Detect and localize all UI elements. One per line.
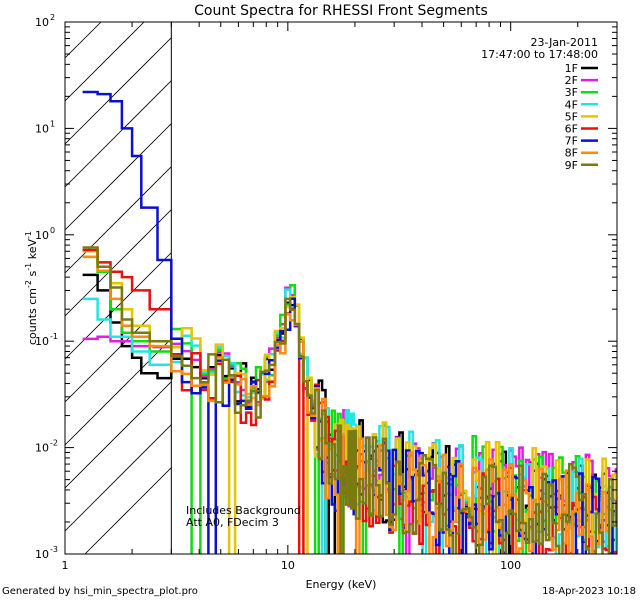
y-tick-label: 10 <box>35 442 49 455</box>
series-line-9f <box>82 246 617 554</box>
legend-label-2f: 2F <box>565 74 578 87</box>
hatch-line <box>65 80 172 188</box>
y-tick-exponent: -3 <box>50 545 58 554</box>
hatch-line <box>65 37 172 145</box>
y-tick-exponent: 0 <box>50 226 55 235</box>
series-layer <box>82 90 617 554</box>
legend-label-5f: 5F <box>565 110 578 123</box>
excluded-region-hatch <box>65 22 172 554</box>
date-label: 23-Jan-2011 <box>531 36 599 49</box>
legend-label-4f: 4F <box>565 98 578 111</box>
legend-label-7f: 7F <box>565 135 578 148</box>
y-tick-exponent: 2 <box>50 13 55 22</box>
legend-label-6f: 6F <box>565 123 578 136</box>
axis-ticks <box>64 21 618 555</box>
hatch-line <box>65 123 172 231</box>
y-label-part: keV <box>26 239 39 263</box>
y-tick-exponent: 1 <box>50 119 55 128</box>
y-label-part: s <box>26 270 39 279</box>
x-tick-labels: 1 10 100 <box>62 559 522 572</box>
y-axis-label: counts cm-2 s-1 keV-1 <box>24 231 39 345</box>
footer-timestamp: 18-Apr-2023 10:18 <box>542 586 636 597</box>
hatch-line <box>65 295 172 403</box>
legend-label-3f: 3F <box>565 86 578 99</box>
plot-frame <box>64 21 618 555</box>
y-tick-label: 10 <box>35 548 49 561</box>
hatch-line <box>65 338 172 446</box>
chart-title: Count Spectra for RHESSI Front Segments <box>194 3 488 19</box>
annotation-attenuator: Att A0, FDecim 3 <box>186 516 279 529</box>
hatch-line <box>65 22 102 59</box>
hatch-line <box>65 252 172 360</box>
hatch-line <box>84 467 172 554</box>
y-label-exponent: -1 <box>24 231 33 239</box>
y-label-part: counts cm <box>26 288 39 345</box>
y-tick-label: 10 <box>35 16 49 29</box>
footer-generated-by: Generated by hsi_min_spectra_plot.pro <box>2 586 198 597</box>
x-tick-label: 100 <box>500 559 521 572</box>
hatch-line <box>65 22 145 102</box>
hatch-line <box>65 424 172 532</box>
legend-label-8f: 8F <box>565 147 578 160</box>
x-tick-label: 10 <box>281 559 295 572</box>
y-label-exponent: -1 <box>24 263 33 271</box>
y-tick-label: 10 <box>35 229 49 242</box>
y-tick-label: 10 <box>35 122 49 135</box>
x-axis-label: Energy (keV) <box>306 578 377 591</box>
annotation-background: Includes Background <box>186 504 301 517</box>
legend-label-1f: 1F <box>565 62 578 75</box>
y-tick-label: 10 <box>35 335 49 348</box>
hatch-line <box>65 166 172 274</box>
time-range-label: 17:47:00 to 17:48:00 <box>481 48 598 61</box>
x-tick-label: 1 <box>62 559 69 572</box>
hatch-line <box>65 381 172 489</box>
y-tick-exponent: -2 <box>50 439 58 448</box>
y-tick-exponent: -1 <box>50 332 58 341</box>
legend-label-9f: 9F <box>565 159 578 172</box>
y-label-exponent: -2 <box>24 280 33 288</box>
